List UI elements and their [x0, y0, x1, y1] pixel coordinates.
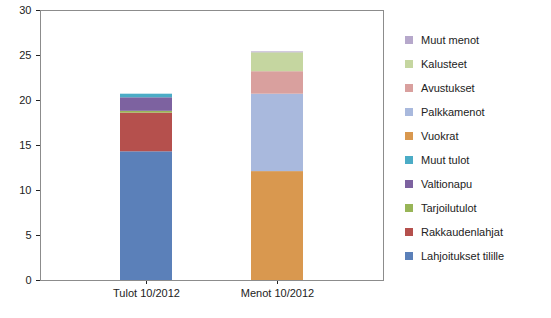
html-text:Muut menot: Muut menot [421, 34, 480, 46]
svg-text:5: 5 [25, 229, 31, 241]
html-text:Palkkamenot: Palkkamenot [421, 106, 485, 118]
svg-text:10: 10 [19, 184, 31, 196]
svg-text:0: 0 [25, 274, 31, 286]
html-text:Valtionapu: Valtionapu [421, 178, 473, 190]
svg-text:Tulot 10/2012: Tulot 10/2012 [113, 287, 180, 299]
svg-text:25: 25 [19, 49, 31, 61]
html-text:Kalusteet: Kalusteet [421, 58, 467, 70]
html-text:Rakkaudenlahjat: Rakkaudenlahjat [421, 226, 503, 238]
svg-text:15: 15 [19, 139, 31, 151]
html-text:Avustukset: Avustukset [421, 82, 475, 94]
html-text:Vuokrat: Vuokrat [421, 130, 459, 142]
html-text:Lahjoitukset tilille: Lahjoitukset tilille [421, 250, 505, 262]
svg-text:30: 30 [19, 4, 31, 16]
html-text:Tarjoilutulot: Tarjoilutulot [421, 202, 477, 214]
svg-text:20: 20 [19, 94, 31, 106]
html-text:Muut tulot: Muut tulot [421, 154, 470, 166]
svg-text:Menot 10/2012: Menot 10/2012 [241, 287, 314, 299]
